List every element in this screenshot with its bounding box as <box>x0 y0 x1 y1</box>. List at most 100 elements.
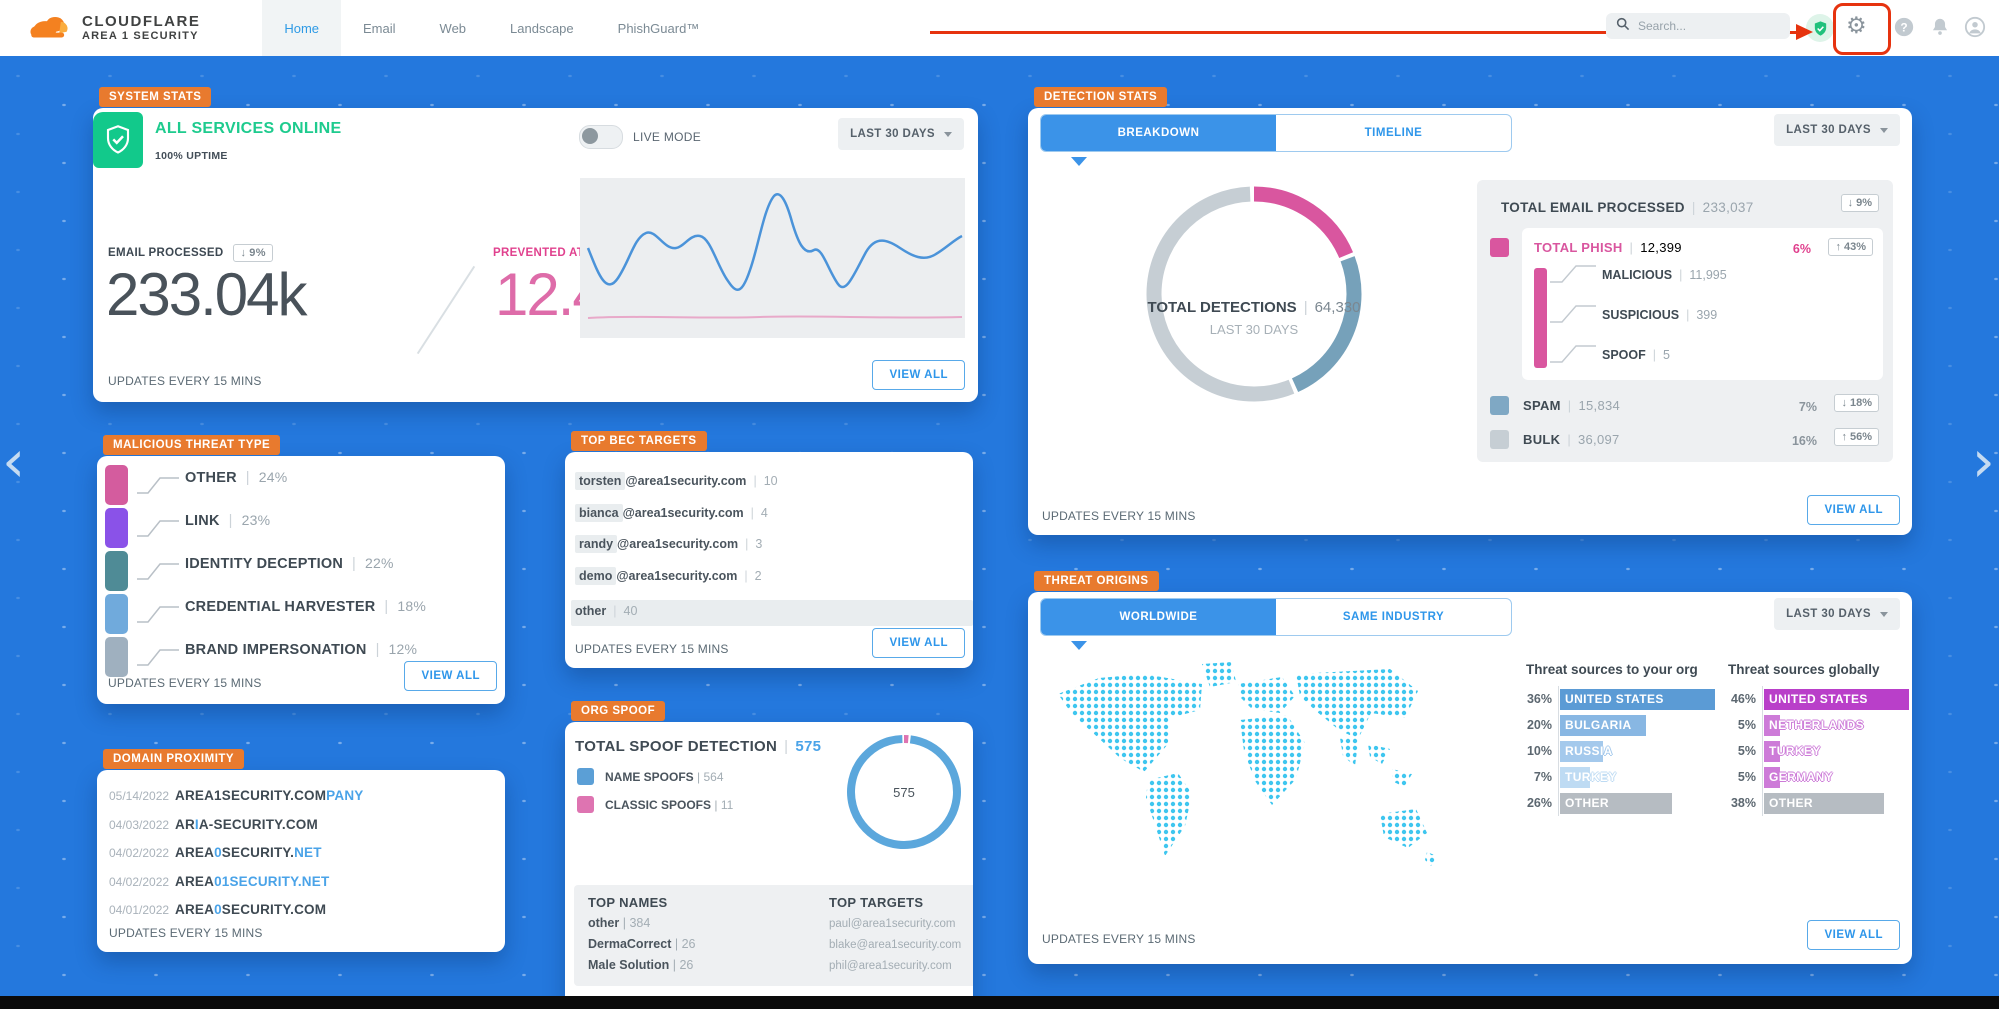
brand-logo[interactable]: CLOUDFLARE AREA 1 SECURITY <box>28 9 200 48</box>
origin-bar: OTHER <box>1560 792 1672 814</box>
threat-origin-tabs: WORLDWIDE SAME INDUSTRY <box>1040 598 1512 650</box>
legend-swatch <box>577 768 594 785</box>
bec-target-row[interactable]: other40 <box>571 600 973 626</box>
card-tag: MALICIOUS THREAT TYPE <box>103 435 281 455</box>
help-icon[interactable]: ? <box>1893 16 1915 43</box>
view-all-button[interactable]: VIEW ALL <box>1807 495 1900 525</box>
connector-line <box>1550 300 1598 329</box>
view-all-button[interactable]: VIEW ALL <box>1807 920 1900 950</box>
domain-date: 05/14/2022 <box>109 789 170 803</box>
breakdown-panel: TOTAL EMAIL PROCESSED233,037 ↓9% TOTAL P… <box>1477 180 1893 462</box>
origin-pct: 5% <box>1737 770 1756 784</box>
updates-text: UPDATES EVERY 15 MINS <box>1042 932 1196 946</box>
chevron-down-icon <box>1880 127 1888 133</box>
origin-pct: 10% <box>1526 744 1552 758</box>
connector-line <box>135 557 181 588</box>
threat-type-row: CREDENTIAL HARVESTER18% <box>97 594 505 634</box>
search-placeholder: Search... <box>1638 19 1687 33</box>
origin-country-label: RUSSIA <box>1565 743 1613 758</box>
origin-country-label: OTHER <box>1565 795 1609 810</box>
malicious-threat-type-card: MALICIOUS THREAT TYPE OTHER24% LINK23% IDE… <box>97 435 505 704</box>
threat-type-row: LINK23% <box>97 508 505 548</box>
settings-gear-icon[interactable]: ⚙ <box>1846 12 1867 38</box>
bec-target-row[interactable]: bianca@area1security.com4 <box>575 503 973 532</box>
nav-item-landscape[interactable]: Landscape <box>510 20 574 36</box>
toggle-knob <box>582 128 598 144</box>
domain-row[interactable]: 04/02/2022 AREA0SECURITY.NET <box>109 844 322 866</box>
domain-row[interactable]: 05/14/2022 AREA1SECURITY.COMPANY <box>109 787 363 809</box>
domain-row[interactable]: 04/03/2022 ARIA-SECURITY.COM <box>109 816 318 838</box>
connector-line <box>135 600 181 631</box>
tab-worldwide[interactable]: WORLDWIDE <box>1041 599 1276 635</box>
view-all-button[interactable]: VIEW ALL <box>872 360 965 390</box>
nav-item-home[interactable]: Home <box>262 0 342 56</box>
bec-target-row[interactable]: torsten@area1security.com10 <box>575 472 973 500</box>
live-mode-toggle[interactable] <box>579 125 623 149</box>
view-all-button[interactable]: VIEW ALL <box>404 661 497 691</box>
active-tab-pointer <box>1071 641 1087 650</box>
donut-center-label: TOTAL DETECTIONS64,330 <box>1148 299 1361 316</box>
svg-text:?: ? <box>1900 21 1907 35</box>
phish-swatch <box>1490 238 1509 257</box>
range-dropdown[interactable]: LAST 30 DAYS <box>1774 114 1900 146</box>
system-stats-card: SYSTEM STATS ALL SERVICES ONLINE 100% UP… <box>93 87 978 402</box>
threat-type-row: OTHER24% <box>97 465 505 505</box>
total-email-row: TOTAL EMAIL PROCESSED233,037 <box>1501 200 1754 215</box>
search-input[interactable]: Search... <box>1606 13 1790 39</box>
phish-child-row: MALICIOUS11,995 <box>1602 268 1727 282</box>
notifications-bell-icon[interactable] <box>1929 16 1951 43</box>
range-dropdown[interactable]: LAST 30 DAYS <box>1774 598 1900 630</box>
domain-date: 04/01/2022 <box>109 903 170 917</box>
services-status-text: ALL SERVICES ONLINE <box>155 120 342 137</box>
top-names-title: TOP NAMES <box>588 895 668 910</box>
domain-row[interactable]: 04/02/2022 AREA01SECURITY.NET <box>109 873 329 895</box>
spoof-breakdown-panel: TOP NAMES other | 384 DermaCorrect | 26 Ma… <box>574 885 973 986</box>
spam-pct: 7% <box>1798 400 1817 414</box>
threat-origins-card: THREAT ORIGINS WORLDWIDE SAME INDUSTRY L… <box>1028 571 1912 964</box>
card-tag: THREAT ORIGINS <box>1034 571 1159 591</box>
bec-target-row[interactable]: demo@area1security.com2 <box>575 566 973 595</box>
nav-item-email[interactable]: Email <box>363 20 396 36</box>
phish-child-row: SPOOF5 <box>1602 348 1670 362</box>
origin-bar: TURKEY <box>1764 740 1820 762</box>
spoof-donut-value: 575 <box>893 784 915 800</box>
uptime-text: 100% UPTIME <box>155 150 228 162</box>
connector-line <box>135 471 181 502</box>
origin-bar: TURKEY <box>1560 766 1616 788</box>
top-name-row: other | 384 <box>588 916 651 930</box>
origin-country-label: UNITED STATES <box>1769 691 1868 706</box>
carousel-left-chevron-icon[interactable]: ‹ <box>2 427 26 495</box>
top-name-row: Male Solution | 26 <box>588 958 694 972</box>
origin-country-label: TURKEY <box>1565 769 1617 784</box>
origin-country-label: BULGARIA <box>1565 717 1632 732</box>
account-user-icon[interactable] <box>1964 16 1986 43</box>
phish-pct: 6% <box>1792 242 1811 256</box>
connector-line <box>1550 340 1598 369</box>
legend-swatch <box>105 508 128 548</box>
services-shield-icon <box>93 112 143 168</box>
bulk-row: BULK36,097 <box>1523 432 1620 447</box>
domain-row[interactable]: 04/01/2022 AREA0SECURITY.COM <box>109 901 326 923</box>
domain-name: AREA1SECURITY.COMPANY <box>175 788 364 803</box>
bec-target-row[interactable]: randy@area1security.com3 <box>575 535 973 563</box>
chevron-down-icon <box>944 131 952 137</box>
nav-item-web[interactable]: Web <box>439 20 467 36</box>
range-dropdown[interactable]: LAST 30 DAYS <box>838 118 964 150</box>
delta-badge: ↑43% <box>1828 238 1873 256</box>
connector-line <box>135 643 181 674</box>
tab-same-industry[interactable]: SAME INDUSTRY <box>1342 611 1445 623</box>
delta-badge: ↓ 18% <box>1834 394 1879 412</box>
origin-bar: OTHER <box>1764 792 1884 814</box>
threat-origin-row: 7% TURKEY <box>1516 764 1715 790</box>
carousel-right-chevron-icon[interactable]: › <box>1971 427 1995 495</box>
tab-timeline[interactable]: TIMELINE <box>1364 127 1423 139</box>
view-all-button[interactable]: VIEW ALL <box>872 628 965 658</box>
threat-type-row: IDENTITY DECEPTION22% <box>97 551 505 591</box>
phish-bar <box>1534 268 1547 368</box>
tab-breakdown[interactable]: BREAKDOWN <box>1041 115 1276 151</box>
nav-item-phishguard[interactable]: PhishGuard™ <box>617 20 700 36</box>
legend-swatch <box>105 594 128 634</box>
donut-center-sub: LAST 30 DAYS <box>1209 322 1299 337</box>
top-name-row: DermaCorrect | 26 <box>588 937 696 951</box>
